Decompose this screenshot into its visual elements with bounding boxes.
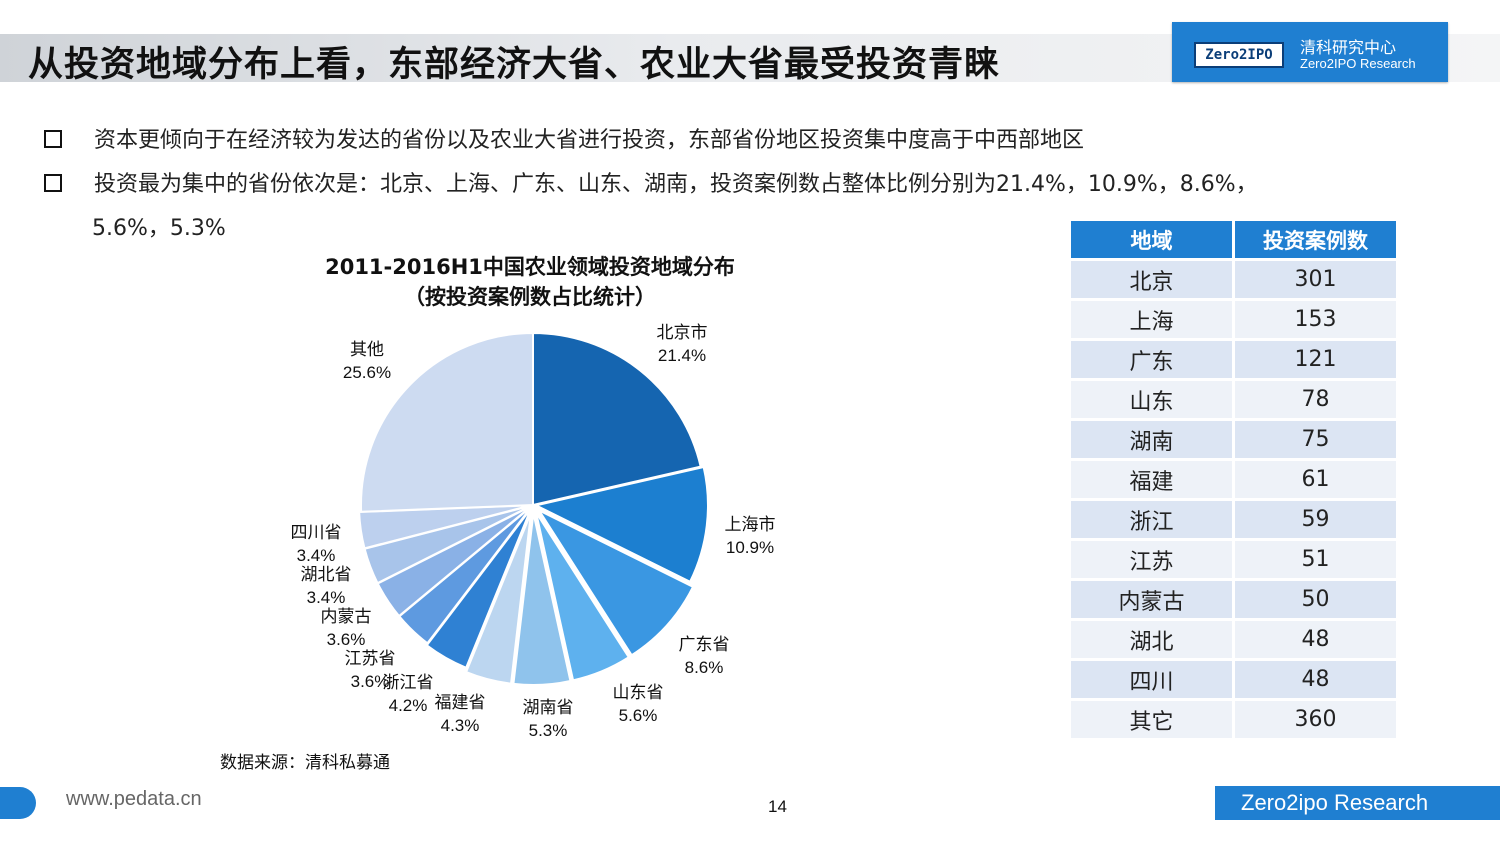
slice-label-name: 四川省	[291, 523, 342, 543]
slice-label-name: 北京市	[657, 323, 708, 343]
data-source: 数据来源：清科私募通	[220, 753, 390, 773]
slice-label-value: 3.4%	[307, 588, 346, 607]
bullet-1: 资本更倾向于在经济较为发达的省份以及农业大省进行投资，东部省份地区投资集中度高于…	[44, 122, 1084, 154]
pie-slice	[535, 511, 631, 682]
page-title: 从投资地域分布上看，东部经济大省、农业大省最受投资青睐	[28, 45, 1001, 85]
table-cell-count: 75	[1235, 421, 1396, 458]
bullet-square-icon	[44, 174, 62, 192]
pie-slice	[360, 331, 534, 513]
logo-en-text: Zero2IPO Research	[1300, 56, 1416, 71]
table-cell-region: 北京	[1071, 261, 1232, 298]
table-cell-count: 50	[1235, 581, 1396, 618]
pie-slice	[425, 507, 532, 670]
table-row: 四川 48	[1071, 661, 1396, 698]
bullet-2-text: 投资最为集中的省份依次是：北京、上海、广东、山东、湖南，投资案例数占整体比例分别…	[94, 172, 1258, 197]
table-row: 浙江 59	[1071, 501, 1396, 538]
column-header-count: 投资案例数	[1235, 221, 1396, 258]
table-cell-region: 上海	[1071, 301, 1232, 338]
brand-logo: Zero2IPO 清科研究中心 Zero2IPO Research	[1172, 22, 1448, 82]
footer-brand: Zero2ipo Research	[1215, 786, 1500, 820]
table-cell-count: 61	[1235, 461, 1396, 498]
table-cell-region: 广东	[1071, 341, 1232, 378]
table-header-row: 地域 投资案例数	[1071, 221, 1396, 258]
table-row: 北京 301	[1071, 261, 1396, 298]
logo-badge: Zero2IPO	[1194, 42, 1284, 68]
slice-label-value: 25.6%	[343, 363, 391, 382]
slice-label-value: 5.3%	[529, 721, 568, 740]
table-cell-region: 江苏	[1071, 541, 1232, 578]
table-row: 福建 61	[1071, 461, 1396, 498]
chart-title: 2011-2016H1中国农业领域投资地域分布	[325, 255, 735, 279]
slice-label-name: 其他	[350, 340, 384, 360]
slice-label-name: 湖北省	[301, 565, 352, 585]
pie-chart: 北京市 21.4% 上海市 10.9% 广东省 8.6% 山东省 5.6% 湖南省 5.3% 福建省…	[291, 323, 776, 740]
table-row: 湖南 75	[1071, 421, 1396, 458]
data-table: 地域 投资案例数 北京 301 上海 153 广东 121 山东 78 湖南 75 福建 61 浙江 59…	[1068, 218, 1399, 741]
slice-label-value: 8.6%	[685, 658, 724, 677]
pie-slice	[512, 512, 572, 686]
slice-label-name: 湖南省	[523, 698, 574, 718]
slice-label-value: 4.2%	[389, 696, 428, 715]
slice-label-value: 21.4%	[658, 346, 706, 365]
pie-slice	[464, 512, 533, 685]
table-cell-region: 内蒙古	[1071, 581, 1232, 618]
slice-label-value: 3.6%	[351, 672, 390, 691]
slice-label-name: 上海市	[725, 515, 776, 535]
slice-label-value: 10.9%	[726, 538, 774, 557]
table-cell-region: 其它	[1071, 701, 1232, 738]
table-row: 江苏 51	[1071, 541, 1396, 578]
table-cell-count: 360	[1235, 701, 1396, 738]
logo-cn-text: 清科研究中心	[1300, 38, 1397, 57]
table-cell-region: 山东	[1071, 381, 1232, 418]
slice-label-name: 山东省	[613, 683, 664, 703]
pie-slice	[533, 465, 709, 584]
table-cell-count: 153	[1235, 301, 1396, 338]
table-row: 广东 121	[1071, 341, 1396, 378]
page-number: 14	[768, 797, 787, 816]
table-cell-count: 301	[1235, 261, 1396, 298]
bullet-square-icon	[44, 130, 62, 148]
table-cell-region: 福建	[1071, 461, 1232, 498]
slice-label-name: 内蒙古	[321, 607, 372, 627]
table-row: 湖北 48	[1071, 621, 1396, 658]
pie-slice	[358, 504, 532, 550]
table-cell-count: 51	[1235, 541, 1396, 578]
table-cell-region: 湖南	[1071, 421, 1232, 458]
pie-slice	[532, 331, 702, 507]
table-row: 其它 360	[1071, 701, 1396, 738]
table-cell-count: 59	[1235, 501, 1396, 538]
slice-label-value: 5.6%	[619, 706, 658, 725]
table-row: 上海 153	[1071, 301, 1396, 338]
table-cell-count: 121	[1235, 341, 1396, 378]
bullet-2-continuation: 5.6%，5.3%	[92, 216, 226, 241]
pie-slice	[536, 507, 695, 657]
footer-url: www.pedata.cn	[66, 788, 202, 810]
table-body: 北京 301 上海 153 广东 121 山东 78 湖南 75 福建 61 浙江 59 江苏 51 内蒙古 50…	[1071, 261, 1396, 738]
table-cell-count: 48	[1235, 661, 1396, 698]
table-cell-count: 48	[1235, 621, 1396, 658]
table-row: 山东 78	[1071, 381, 1396, 418]
slice-label-value: 4.3%	[441, 716, 480, 735]
table-cell-count: 78	[1235, 381, 1396, 418]
slice-label-value: 3.4%	[297, 546, 336, 565]
table-cell-region: 四川	[1071, 661, 1232, 698]
footer-accent	[0, 787, 36, 819]
slice-label-value: 3.6%	[327, 630, 366, 649]
column-header-region: 地域	[1071, 221, 1232, 258]
slice-label-name: 浙江省	[383, 673, 434, 693]
table-cell-region: 浙江	[1071, 501, 1232, 538]
chart-subtitle: （按投资案例数占比统计）	[404, 285, 656, 309]
table-cell-region: 湖北	[1071, 621, 1232, 658]
slice-label-name: 广东省	[679, 635, 730, 655]
slice-label-name: 福建省	[435, 693, 486, 713]
bullet-1-text: 资本更倾向于在经济较为发达的省份以及农业大省进行投资，东部省份地区投资集中度高于…	[94, 128, 1085, 153]
bullet-2: 投资最为集中的省份依次是：北京、上海、广东、山东、湖南，投资案例数占整体比例分别…	[44, 166, 1258, 198]
slice-label-name: 江苏省	[345, 649, 396, 669]
table-row: 内蒙古 50	[1071, 581, 1396, 618]
